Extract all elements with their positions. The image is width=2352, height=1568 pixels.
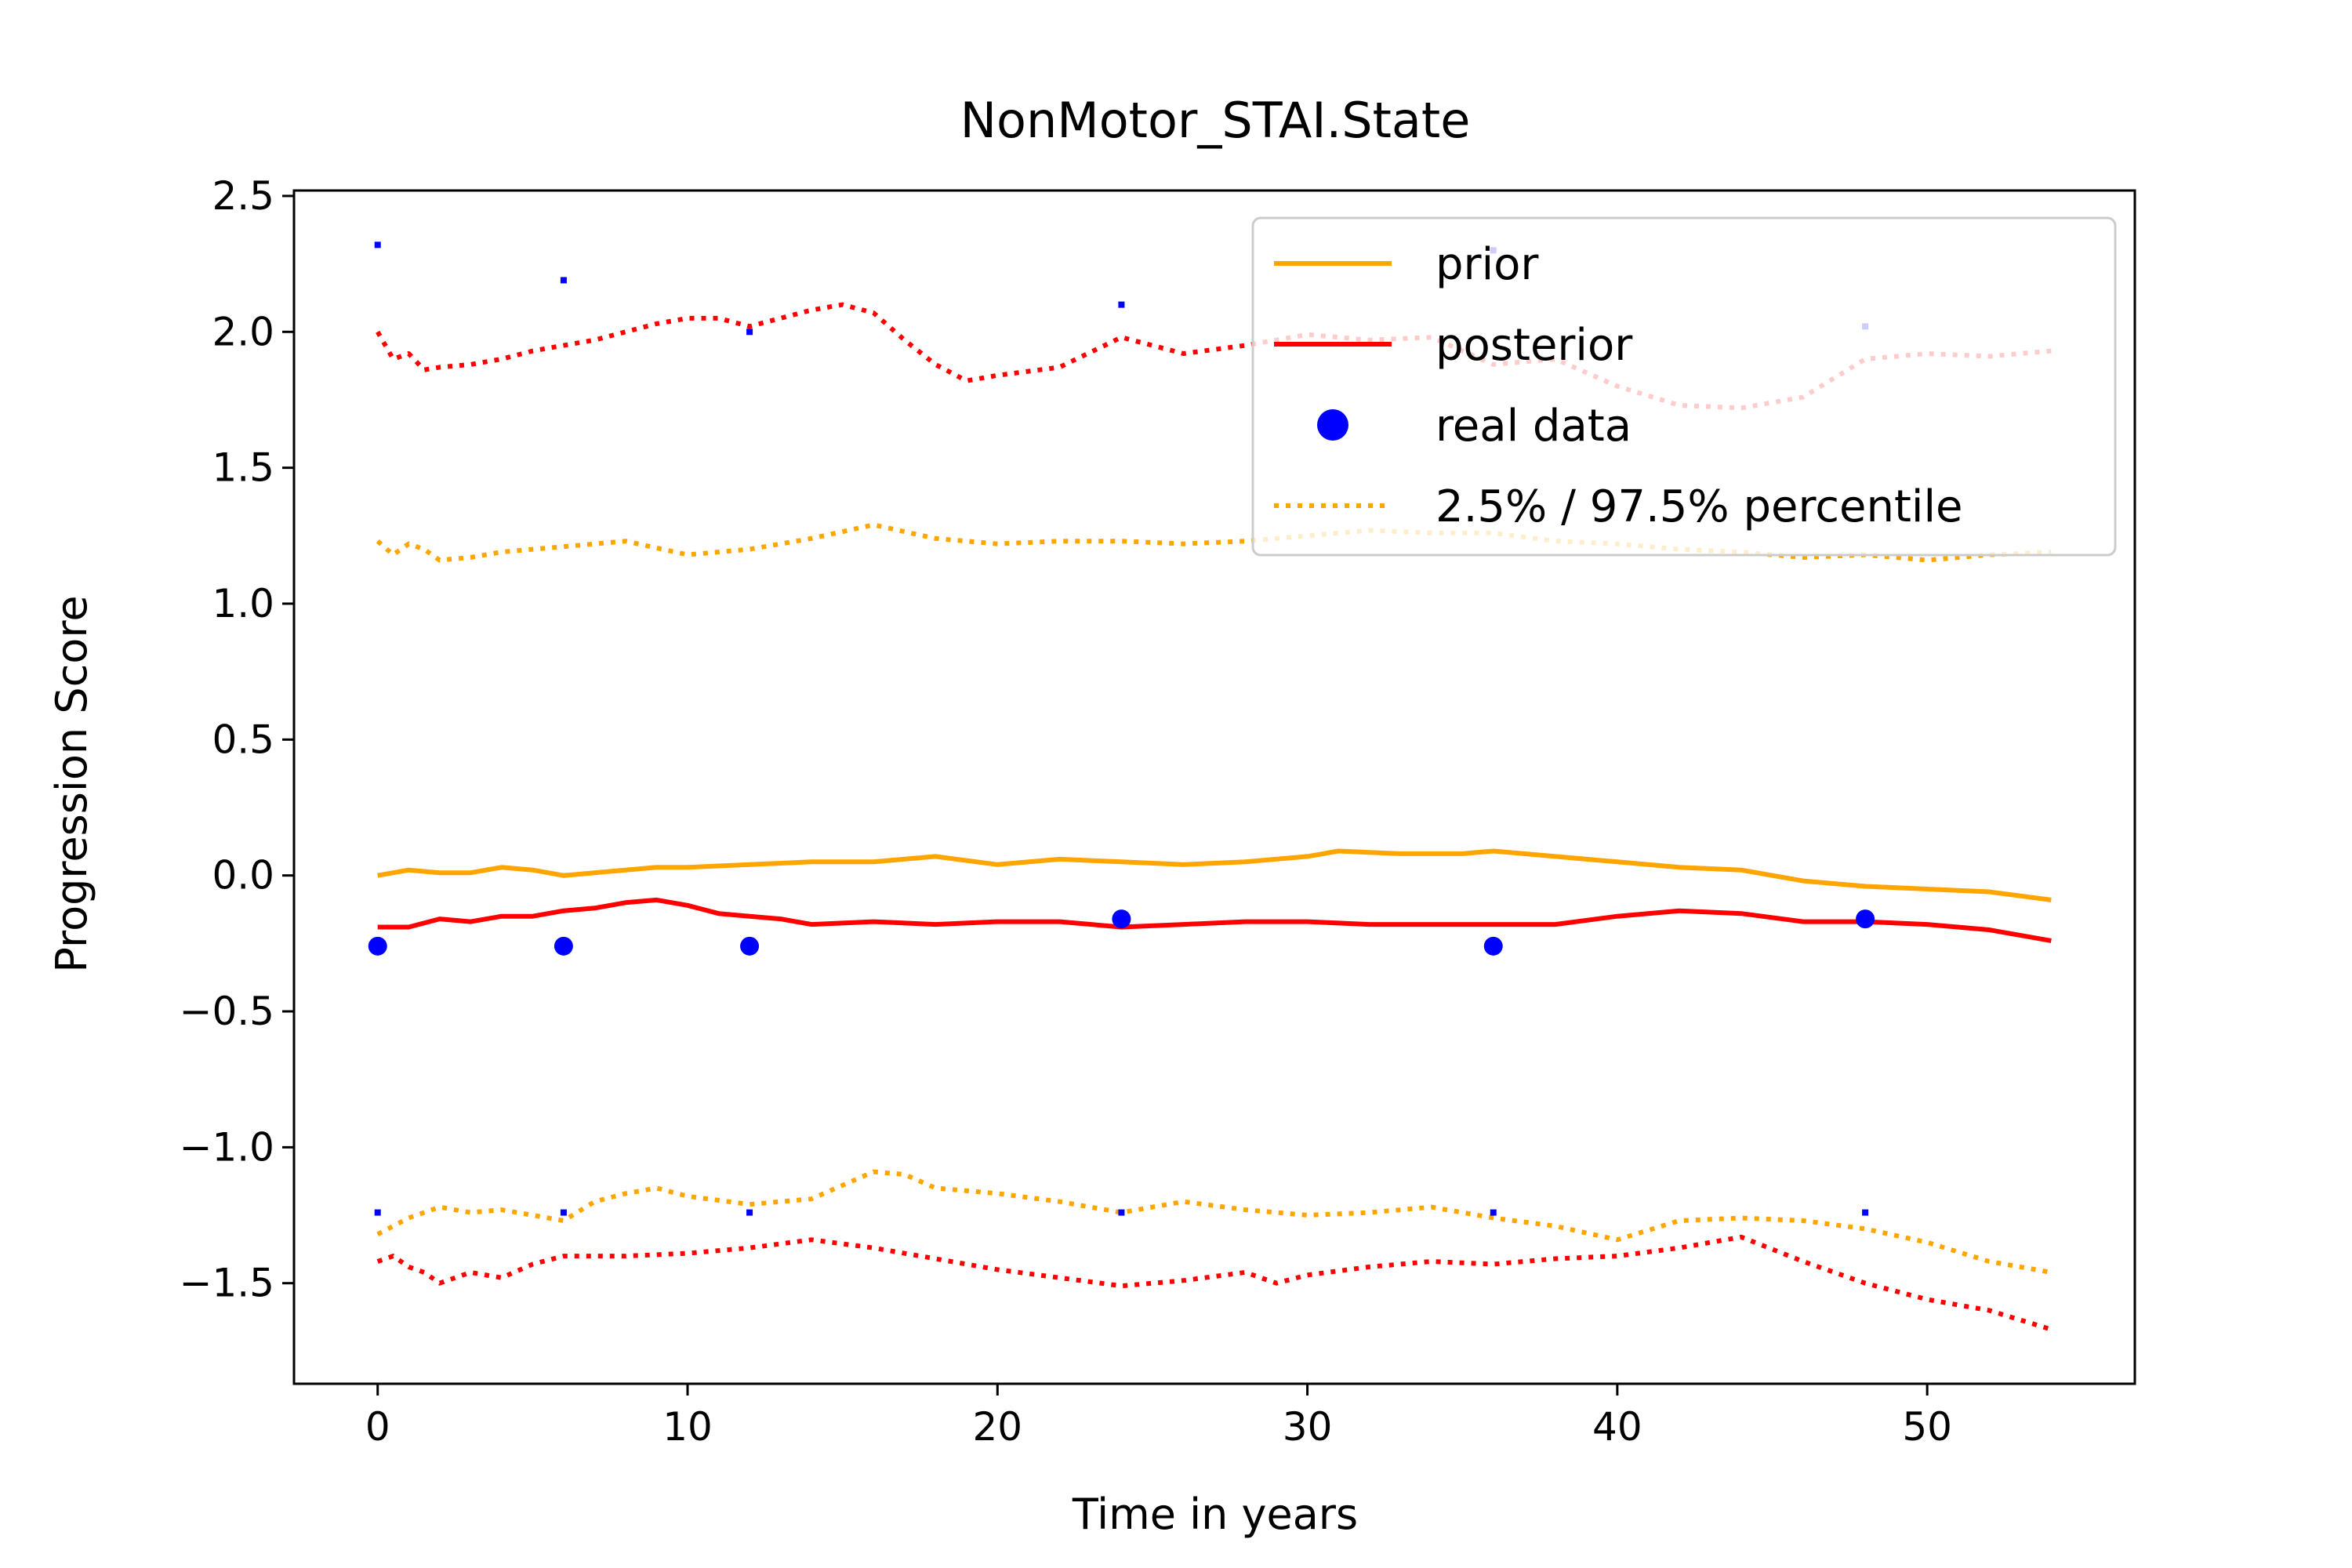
x-tick-label: 10 xyxy=(662,1404,713,1450)
x-tick-label: 30 xyxy=(1283,1404,1333,1450)
small-marker xyxy=(746,1209,753,1216)
small-marker xyxy=(746,328,753,336)
y-tick-label: 2.0 xyxy=(212,309,274,354)
legend-box xyxy=(1251,216,2117,557)
small-marker xyxy=(560,277,567,284)
real-data-point xyxy=(368,936,387,956)
real-data-point xyxy=(1112,909,1131,929)
legend-label: posterior xyxy=(1436,320,1633,371)
small-marker xyxy=(1490,1209,1497,1216)
y-axis-label: Progression Score xyxy=(47,595,96,972)
series-line-posterior_upper xyxy=(376,302,2052,411)
small-marker xyxy=(374,241,381,249)
y-tick-label: 1.0 xyxy=(212,581,274,626)
small-marker xyxy=(374,1209,381,1216)
x-axis-label: Time in years xyxy=(1072,1490,1358,1539)
small-marker xyxy=(1118,1209,1125,1216)
x-tick-label: 50 xyxy=(1902,1404,1952,1450)
x-tick-label: 0 xyxy=(365,1404,390,1450)
y-tick-label: 0.0 xyxy=(212,853,274,898)
axes-layer: 0 10 20 30 40 50 −1.5 −1.0 −0.5 0.0 0.5 1.0 1.5 2.0 2.… xyxy=(180,173,2136,1450)
legend: prior posterior real data 2.5% / 97.5% perc… xyxy=(1251,216,2117,557)
chart-title: NonMotor_STAI.State xyxy=(960,92,1471,149)
legend-label: real data xyxy=(1436,401,1632,452)
x-tick-label: 40 xyxy=(1592,1404,1642,1450)
legend-label: prior xyxy=(1436,239,1539,290)
legend-swatch-marker xyxy=(1317,409,1348,441)
small-marker xyxy=(560,1209,567,1216)
plot-frame xyxy=(292,189,2136,1385)
y-tick-label: −1.5 xyxy=(180,1261,274,1306)
series-line-prior xyxy=(377,848,2052,902)
legend-label: 2.5% / 97.5% percentile xyxy=(1436,481,1963,532)
small-marker xyxy=(1118,301,1125,308)
y-tick-label: 0.5 xyxy=(212,717,274,762)
y-tick-label: −0.5 xyxy=(180,989,274,1034)
y-tick-label: 1.5 xyxy=(212,445,274,491)
y-tick-label: −1.0 xyxy=(180,1124,274,1170)
series-line-posterior xyxy=(377,897,2052,943)
y-tick-label: 2.5 xyxy=(212,173,274,219)
small-marker xyxy=(1862,1209,1869,1216)
x-tick-label: 20 xyxy=(972,1404,1022,1450)
real-data-point xyxy=(1483,936,1503,956)
series-line-prior_lower xyxy=(376,1169,2052,1275)
real-data-point xyxy=(554,936,573,956)
series-line-posterior_lower xyxy=(376,1234,2053,1332)
real-data-point xyxy=(740,936,760,956)
real-data-point xyxy=(1856,909,1875,929)
